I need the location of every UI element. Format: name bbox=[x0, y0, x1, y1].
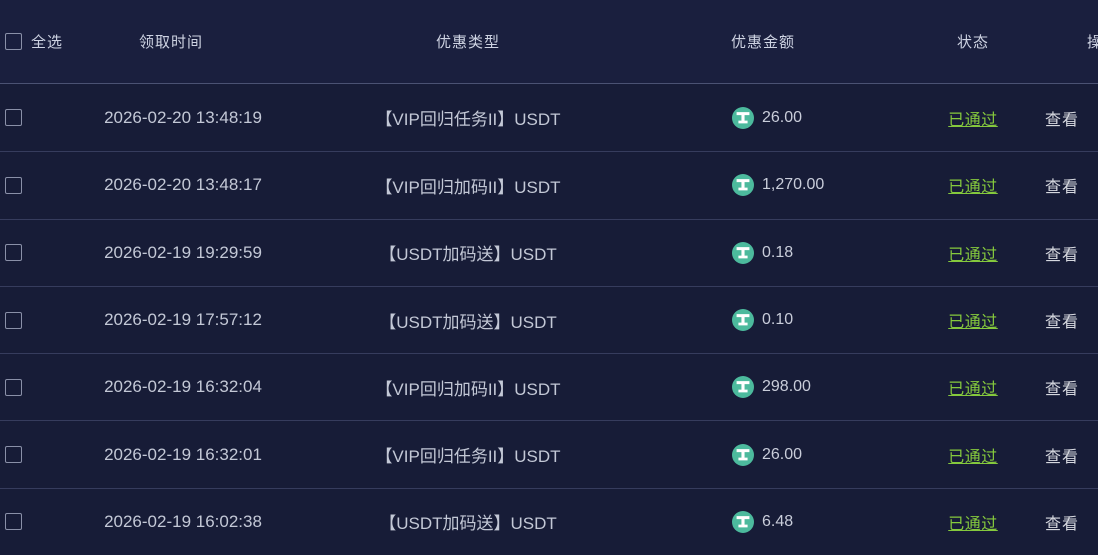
promo-amount-cell: 298.00 bbox=[618, 376, 908, 399]
promo-amount: 0.10 bbox=[762, 311, 794, 329]
action-cell: 查看 bbox=[1038, 308, 1098, 332]
promo-amount: 26.00 bbox=[762, 445, 803, 463]
column-header-type: 优惠类型 bbox=[435, 34, 500, 51]
view-link[interactable]: 查看 bbox=[1045, 381, 1080, 399]
row-checkbox[interactable] bbox=[5, 378, 22, 396]
action-cell: 查看 bbox=[1038, 241, 1098, 265]
row-select-cell bbox=[0, 176, 48, 194]
select-all-label: 全选 bbox=[31, 34, 64, 51]
status-cell: 已通过 bbox=[908, 106, 1038, 130]
status-cell: 已通过 bbox=[908, 173, 1038, 197]
tether-coin-icon bbox=[732, 309, 754, 332]
promo-type: 【VIP回归任务II】USDT bbox=[375, 110, 561, 130]
action-cell: 查看 bbox=[1038, 443, 1098, 467]
column-header-time: 领取时间 bbox=[139, 34, 204, 51]
claim-time: 2026-02-19 16:32:01 bbox=[104, 444, 262, 464]
status-cell: 已通过 bbox=[908, 443, 1038, 467]
table-row: 2026-02-19 16:32:01 【VIP回归任务II】USDT 26.0… bbox=[0, 420, 1098, 488]
row-checkbox[interactable] bbox=[5, 244, 22, 262]
promo-amount-cell: 6.48 bbox=[618, 510, 908, 533]
tether-coin-icon bbox=[732, 174, 754, 197]
row-select-cell bbox=[0, 513, 48, 531]
tether-coin-icon bbox=[732, 106, 754, 129]
header-select-all-cell: 全选 领取时间 bbox=[0, 31, 318, 52]
tether-coin-icon bbox=[732, 241, 754, 264]
column-header-amount: 优惠金额 bbox=[730, 34, 795, 51]
status-passed-link[interactable]: 已通过 bbox=[948, 246, 998, 264]
view-link[interactable]: 查看 bbox=[1045, 448, 1080, 466]
status-cell: 已通过 bbox=[908, 308, 1038, 332]
status-passed-link[interactable]: 已通过 bbox=[948, 448, 998, 466]
row-checkbox[interactable] bbox=[5, 109, 22, 127]
status-cell: 已通过 bbox=[908, 375, 1038, 399]
promo-type: 【USDT加码送】USDT bbox=[379, 312, 557, 332]
select-all-checkbox[interactable] bbox=[5, 33, 22, 50]
action-cell: 查看 bbox=[1038, 375, 1098, 399]
view-link[interactable]: 查看 bbox=[1045, 246, 1080, 264]
claim-time: 2026-02-19 17:57:12 bbox=[104, 310, 262, 330]
claim-time: 2026-02-19 16:02:38 bbox=[104, 511, 262, 531]
status-passed-link[interactable]: 已通过 bbox=[948, 515, 998, 533]
table-row: 2026-02-19 16:32:04 【VIP回归加码II】USDT 298.… bbox=[0, 353, 1098, 421]
promo-amount-cell: 26.00 bbox=[618, 443, 908, 466]
promo-amount-cell: 26.00 bbox=[618, 106, 908, 129]
column-header-status: 状态 bbox=[956, 34, 989, 51]
promo-amount: 0.18 bbox=[762, 243, 794, 261]
row-select-cell bbox=[0, 311, 48, 329]
table-row: 2026-02-19 16:02:38 【USDT加码送】USDT 6.48 已… bbox=[0, 487, 1098, 555]
tether-coin-icon bbox=[732, 376, 754, 399]
table-header-row: 全选 领取时间 优惠类型 优惠金额 状态 操作 bbox=[0, 0, 1098, 84]
view-link[interactable]: 查看 bbox=[1045, 515, 1080, 533]
promo-amount-cell: 0.18 bbox=[618, 241, 908, 264]
promo-amount-cell: 0.10 bbox=[618, 309, 908, 332]
row-checkbox[interactable] bbox=[5, 446, 22, 464]
action-cell: 查看 bbox=[1038, 106, 1098, 130]
view-link[interactable]: 查看 bbox=[1045, 314, 1080, 332]
table-row: 2026-02-20 13:48:17 【VIP回归加码II】USDT 1,27… bbox=[0, 151, 1098, 219]
row-checkbox[interactable] bbox=[5, 176, 22, 194]
row-select-cell bbox=[0, 109, 48, 127]
table-row: 2026-02-19 19:29:59 【USDT加码送】USDT 0.18 已… bbox=[0, 218, 1098, 286]
status-passed-link[interactable]: 已通过 bbox=[948, 381, 998, 399]
tether-coin-icon bbox=[732, 510, 754, 533]
row-select-cell bbox=[0, 244, 48, 262]
action-cell: 查看 bbox=[1038, 510, 1098, 534]
view-link[interactable]: 查看 bbox=[1045, 179, 1080, 197]
view-link[interactable]: 查看 bbox=[1045, 111, 1080, 129]
promo-type: 【USDT加码送】USDT bbox=[379, 245, 557, 265]
row-select-cell bbox=[0, 446, 48, 464]
promo-amount: 298.00 bbox=[762, 378, 811, 396]
row-select-cell bbox=[0, 378, 48, 396]
promo-type: 【VIP回归任务II】USDT bbox=[375, 447, 561, 467]
promo-amount: 1,270.00 bbox=[762, 176, 825, 194]
table-body: 2026-02-20 13:48:19 【VIP回归任务II】USDT 26.0… bbox=[0, 84, 1098, 555]
promo-amount: 6.48 bbox=[762, 512, 794, 530]
table-row: 2026-02-20 13:48:19 【VIP回归任务II】USDT 26.0… bbox=[0, 84, 1098, 152]
promo-amount-cell: 1,270.00 bbox=[618, 174, 908, 197]
claim-time: 2026-02-20 13:48:17 bbox=[104, 175, 262, 195]
row-checkbox[interactable] bbox=[5, 513, 22, 531]
claim-time: 2026-02-19 19:29:59 bbox=[104, 242, 262, 262]
promo-type: 【USDT加码送】USDT bbox=[379, 514, 557, 534]
status-passed-link[interactable]: 已通过 bbox=[948, 314, 998, 332]
column-header-action: 操作 bbox=[1086, 34, 1098, 51]
action-cell: 查看 bbox=[1038, 173, 1098, 197]
row-checkbox[interactable] bbox=[5, 311, 22, 329]
promo-type: 【VIP回归加码II】USDT bbox=[375, 177, 561, 197]
promo-type: 【VIP回归加码II】USDT bbox=[375, 379, 561, 399]
status-passed-link[interactable]: 已通过 bbox=[948, 111, 998, 129]
table-row: 2026-02-19 17:57:12 【USDT加码送】USDT 0.10 已… bbox=[0, 285, 1098, 354]
status-passed-link[interactable]: 已通过 bbox=[948, 179, 998, 197]
claim-time: 2026-02-19 16:32:04 bbox=[104, 377, 262, 397]
status-cell: 已通过 bbox=[908, 510, 1038, 534]
promo-amount: 26.00 bbox=[762, 108, 803, 126]
claim-time: 2026-02-20 13:48:19 bbox=[104, 107, 262, 127]
status-cell: 已通过 bbox=[908, 241, 1038, 265]
tether-coin-icon bbox=[732, 443, 754, 466]
